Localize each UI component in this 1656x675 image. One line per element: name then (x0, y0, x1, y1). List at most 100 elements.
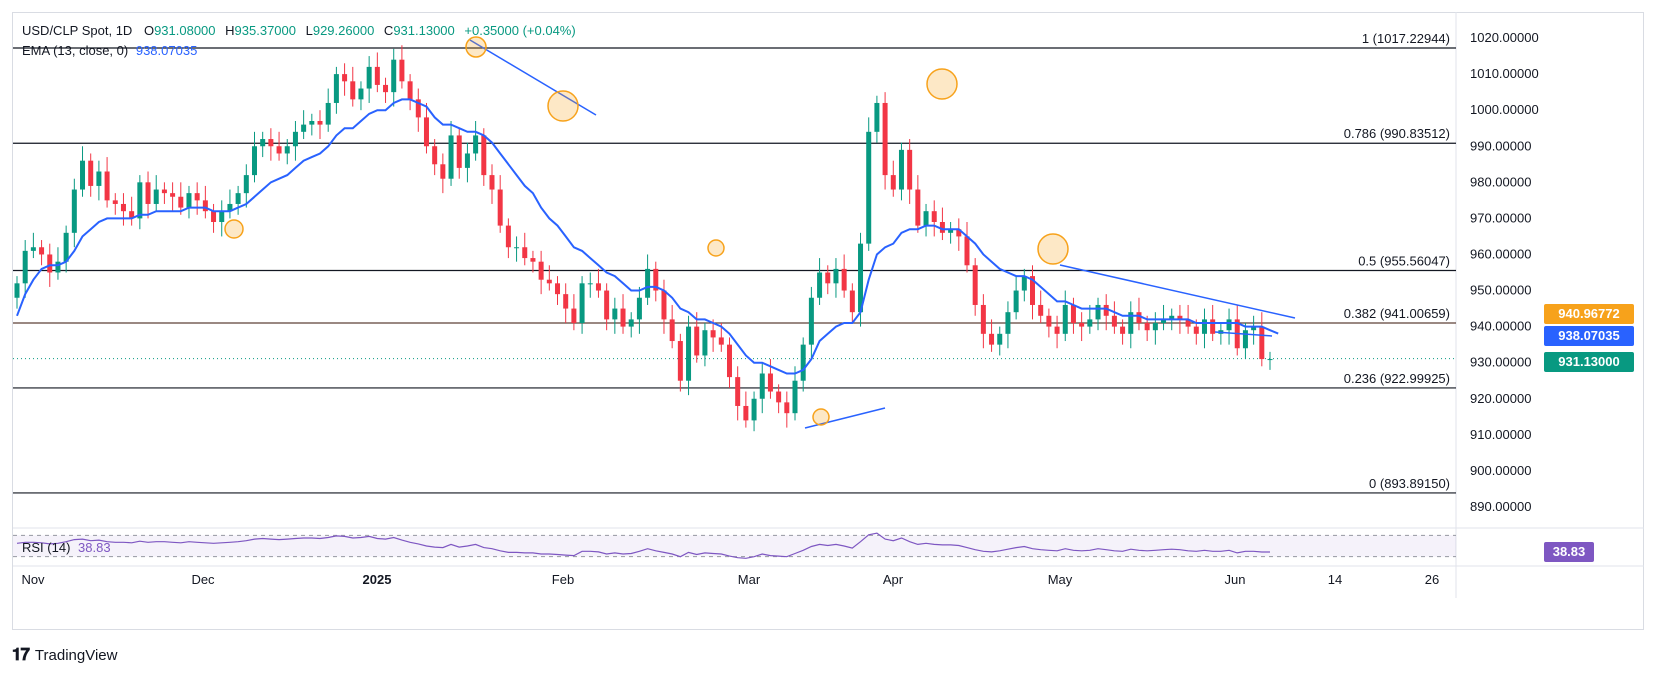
candle-body (735, 377, 741, 406)
y-tick-label: 930.00000 (1470, 355, 1531, 370)
candle-body (342, 74, 348, 82)
x-tick-label: 2025 (363, 572, 392, 587)
candle-body (1062, 304, 1068, 334)
candle-body (956, 229, 962, 237)
change-value: +0.35000 (+0.04%) (464, 23, 576, 38)
candle-body (88, 160, 94, 186)
candle-body (645, 268, 651, 298)
candle-body (1144, 323, 1150, 331)
fib-level-label: 0.382 (941.00659) (1344, 306, 1450, 321)
fib-level-label: 0.236 (922.99925) (1344, 371, 1450, 386)
candle-body (251, 146, 257, 176)
fib-level-label: 0 (893.89150) (1369, 476, 1450, 491)
candle-body (456, 135, 462, 168)
candle-body (505, 225, 511, 248)
candle-body (530, 258, 536, 262)
candle-body (989, 333, 995, 345)
candle-body (612, 308, 618, 320)
high-label: H (225, 23, 235, 38)
candle-body (55, 261, 61, 273)
candle-body (849, 290, 855, 313)
close-label: C (383, 23, 394, 38)
candle-body (1136, 312, 1142, 323)
y-tick-label: 1010.00000 (1470, 66, 1539, 81)
candle-body (620, 308, 626, 327)
candle-body (808, 297, 814, 345)
candle-body (817, 272, 823, 298)
candle-body (473, 135, 479, 154)
candle-body (415, 99, 421, 118)
candle-body (194, 193, 200, 201)
candle-body (702, 330, 708, 356)
swing-point-circle (224, 219, 244, 239)
candle-body (980, 304, 986, 334)
candle-body (710, 330, 716, 338)
x-tick-label: 14 (1328, 572, 1342, 587)
candle-body (874, 102, 880, 132)
candle-body (112, 200, 118, 204)
candle-body (325, 102, 331, 125)
candle-body (1087, 319, 1093, 327)
high-value: 935.37000 (234, 23, 296, 38)
trendline (1059, 264, 1296, 319)
candle-body (653, 268, 659, 291)
candle-body (1021, 276, 1027, 291)
candle-body (145, 182, 151, 204)
candle-body (129, 211, 135, 219)
candle-body (776, 391, 782, 403)
swing-point-circle (465, 36, 487, 58)
fib-level-label: 0.786 (990.83512) (1344, 126, 1450, 141)
trendline (469, 39, 597, 116)
ohlc-header: USD/CLP Spot, 1D O931.08000 H935.37000 L… (22, 23, 576, 38)
candle-body (1013, 290, 1019, 313)
ema-label[interactable]: EMA (13, close, 0) (22, 43, 129, 58)
candle-body (268, 139, 274, 147)
y-tick-label: 900.00000 (1470, 463, 1531, 478)
symbol-label[interactable]: USD/CLP Spot, 1D (22, 23, 133, 38)
candle-body (1038, 304, 1044, 316)
ema-line (16, 98, 1279, 375)
fib-level-label: 0.5 (955.56047) (1358, 253, 1450, 268)
swing-point-circle (1037, 233, 1069, 265)
candle-body (1193, 326, 1199, 334)
rsi-line (16, 532, 1270, 559)
fib-level-label: 1 (1017.22944) (1362, 31, 1450, 46)
candle-body (1128, 312, 1134, 334)
candle-body (677, 341, 683, 381)
footer-brand[interactable]: 𝟏𝟕 TradingView (12, 645, 117, 665)
swing-point-circle (926, 68, 958, 100)
candle-body (579, 283, 585, 323)
candle-body (890, 175, 896, 190)
candle-body (743, 405, 749, 421)
candle-body (759, 373, 765, 399)
candle-body (292, 131, 298, 147)
candle-body (972, 265, 978, 305)
candle-body (825, 272, 831, 284)
y-tick-label: 920.00000 (1470, 391, 1531, 406)
candle-body (211, 211, 217, 222)
candle-body (153, 189, 159, 204)
candle-body (997, 333, 1003, 345)
candle-body (931, 211, 937, 222)
candle-body (669, 319, 675, 342)
candle-body (1201, 319, 1207, 334)
candle-body (1005, 312, 1011, 334)
x-tick-label: Feb (552, 572, 574, 587)
candle-body (1185, 319, 1191, 327)
y-tick-label: 890.00000 (1470, 499, 1531, 514)
candle-body (440, 164, 446, 179)
candle-body (907, 149, 913, 190)
rsi-value-tag: 38.83 (1544, 542, 1594, 562)
candle-body (333, 74, 339, 103)
candle-body (243, 175, 249, 194)
candle-body (235, 193, 241, 204)
candle-body (1169, 315, 1175, 320)
y-tick-label: 940.00000 (1470, 319, 1531, 334)
rsi-label[interactable]: RSI (14) (22, 540, 71, 555)
candle-body (939, 222, 945, 233)
candle-body (587, 283, 593, 285)
y-tick-label: 950.00000 (1470, 283, 1531, 298)
x-tick-label: Nov (21, 572, 45, 587)
candle-body (1259, 326, 1265, 360)
